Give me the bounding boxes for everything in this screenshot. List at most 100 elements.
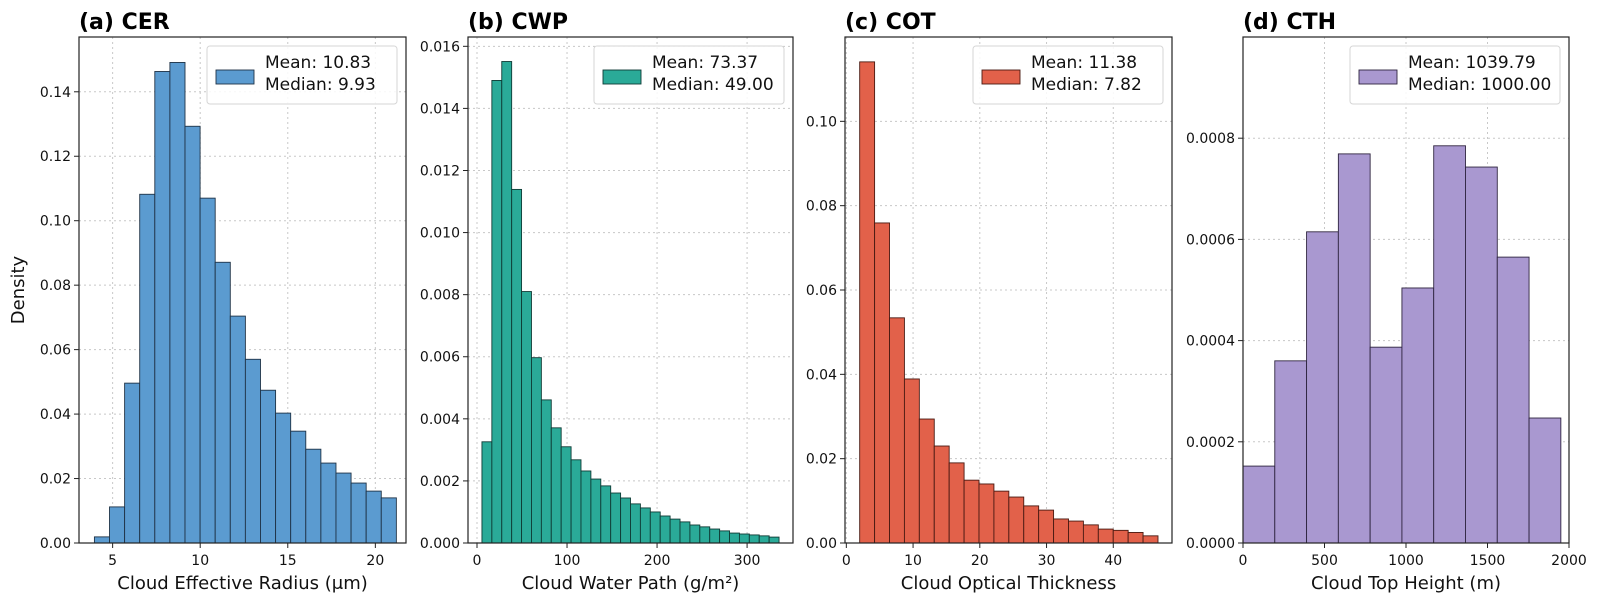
histogram-bar bbox=[320, 462, 337, 544]
x-tick-label: 1500 bbox=[1470, 553, 1506, 569]
histogram-bar bbox=[590, 478, 602, 544]
legend-box bbox=[593, 45, 785, 105]
histogram-bar bbox=[214, 261, 231, 544]
y-tick-label: 0.010 bbox=[420, 226, 460, 242]
x-axis: 5 10 15 20 bbox=[108, 543, 384, 569]
legend-swatch bbox=[215, 69, 255, 85]
x-tick-label: 10 bbox=[904, 553, 922, 569]
histogram-bar bbox=[948, 462, 965, 544]
histogram-bar bbox=[1112, 529, 1129, 544]
x-axis: 0 10 20 30 40 bbox=[842, 543, 1122, 569]
x-tick-label: 0 bbox=[473, 553, 482, 569]
legend-entry: Median: 1000.00 bbox=[1408, 75, 1551, 95]
x-tick-label: 20 bbox=[366, 553, 384, 569]
histogram-bar bbox=[109, 506, 126, 544]
y-tick-label: 0.014 bbox=[420, 101, 460, 117]
histogram-bar bbox=[738, 533, 750, 544]
histogram-bar bbox=[719, 530, 730, 544]
histogram-bar bbox=[859, 61, 876, 544]
histogram-bar bbox=[139, 193, 156, 544]
panel-c: 0 10 20 30 40 0.00 0.02 0.04 0.06 0.08 0.10 (c) COT… bbox=[806, 10, 1173, 594]
histogram-bar bbox=[199, 197, 216, 544]
histogram-bar bbox=[1053, 518, 1069, 544]
histogram-bar bbox=[184, 125, 201, 544]
legend-swatch bbox=[981, 69, 1021, 85]
histogram-bar bbox=[521, 291, 532, 544]
y-tick-label: 0.02 bbox=[40, 472, 71, 488]
histogram-bar bbox=[639, 507, 651, 544]
histogram-bar bbox=[963, 479, 980, 544]
histogram-bar bbox=[1306, 231, 1339, 544]
y-tick-label: 0.06 bbox=[806, 283, 837, 299]
histogram-bar bbox=[1127, 532, 1144, 544]
histogram-bar bbox=[620, 497, 631, 544]
histogram-bar bbox=[993, 490, 1010, 544]
y-tick-label: 0.04 bbox=[40, 407, 71, 423]
histogram-bar bbox=[260, 389, 277, 544]
x-tick-label: 1000 bbox=[1388, 553, 1424, 569]
y-tick-label: 0.14 bbox=[40, 85, 71, 101]
histogram-bar bbox=[1369, 346, 1403, 544]
histogram-bar bbox=[501, 61, 513, 544]
x-axis-label: Cloud Water Path (g/m²) bbox=[522, 573, 740, 594]
histogram-bar bbox=[978, 483, 995, 544]
y-tick-label: 0.0000 bbox=[1186, 536, 1235, 552]
histogram-bar bbox=[874, 222, 890, 544]
legend-box bbox=[206, 45, 398, 105]
x-tick-label: 5 bbox=[108, 553, 117, 569]
histogram-bar bbox=[1401, 287, 1435, 544]
y-tick-label: 0.0008 bbox=[1186, 131, 1235, 147]
x-tick-label: 100 bbox=[554, 553, 581, 569]
legend-entry: Median: 49.00 bbox=[652, 75, 774, 95]
x-tick-label: 500 bbox=[1311, 553, 1338, 569]
histogram-bar bbox=[610, 492, 622, 544]
histogram-bar bbox=[350, 482, 367, 544]
histogram-bar bbox=[550, 427, 562, 544]
histogram-bar bbox=[290, 430, 307, 544]
histogram-bar bbox=[1337, 153, 1371, 544]
axes-frame bbox=[467, 36, 794, 544]
x-tick-label: 200 bbox=[644, 553, 671, 569]
y-tick-label: 0.10 bbox=[806, 114, 837, 130]
y-tick-label: 0.016 bbox=[420, 39, 460, 55]
y-tick-label: 0.00 bbox=[806, 536, 837, 552]
legend-entry: Median: 7.82 bbox=[1031, 75, 1142, 95]
y-axis-label: Density bbox=[8, 255, 29, 324]
histogram-bar bbox=[1242, 465, 1276, 544]
y-tick-label: 0.02 bbox=[806, 452, 837, 468]
y-tick-label: 0.0006 bbox=[1186, 232, 1235, 248]
histogram-bar bbox=[600, 485, 612, 544]
axes-frame bbox=[78, 36, 407, 544]
x-axis-label: Cloud Optical Thickness bbox=[901, 573, 1116, 594]
histogram-bar bbox=[511, 188, 523, 544]
x-tick-label: 30 bbox=[1038, 553, 1056, 569]
histogram-bar bbox=[1068, 520, 1084, 544]
x-tick-label: 2000 bbox=[1551, 553, 1587, 569]
histogram-bar bbox=[1142, 535, 1159, 544]
histogram-bar bbox=[1008, 496, 1025, 544]
histogram-bar bbox=[229, 315, 246, 544]
y-axis: 0.000 0.002 0.004 0.006 0.008 0.010 0.012 0.014… bbox=[420, 39, 468, 552]
y-tick-label: 0.002 bbox=[420, 474, 460, 490]
histogram-bar bbox=[1496, 256, 1530, 544]
histogram-bar bbox=[1433, 145, 1466, 544]
histogram-bar bbox=[335, 472, 352, 544]
y-tick-label: 0.10 bbox=[40, 214, 71, 230]
bars bbox=[93, 62, 397, 544]
panel-a: 5 10 15 20 0.00 0.02 0.04 0.06 0.08 0.10 0.12 0.14 (… bbox=[8, 10, 407, 594]
histogram-bar bbox=[659, 515, 671, 544]
histogram-bar bbox=[918, 418, 935, 544]
histogram-bar bbox=[1038, 509, 1055, 544]
histogram-bar bbox=[709, 528, 721, 544]
y-tick-label: 0.006 bbox=[420, 350, 460, 366]
legend-entry: Mean: 1039.79 bbox=[1408, 53, 1536, 73]
y-tick-label: 0.00 bbox=[40, 536, 71, 552]
bars bbox=[481, 61, 780, 544]
panel-title: (d) CTH bbox=[1243, 10, 1336, 35]
histogram-bar bbox=[124, 382, 141, 544]
